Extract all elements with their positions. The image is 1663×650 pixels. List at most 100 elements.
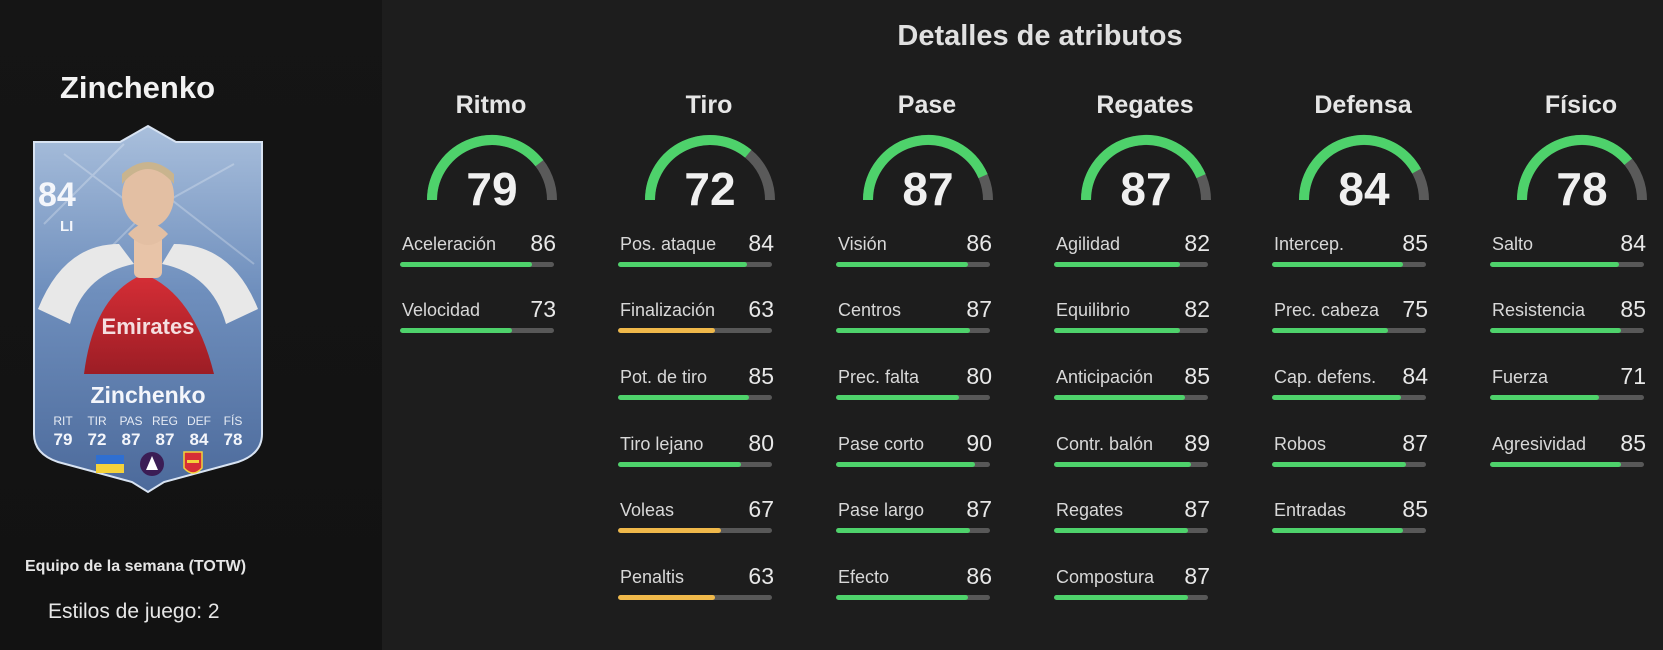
attribute-label: Visión [838, 234, 887, 254]
attribute-bar-fill [618, 595, 716, 600]
gauge-fill [1081, 134, 1206, 201]
attribute-value: 86 [530, 230, 556, 256]
attribute-bar-track [1490, 328, 1644, 333]
attribute-bar-track [836, 262, 990, 267]
attribute-value: 67 [748, 496, 774, 522]
gauge-fill [645, 135, 752, 201]
attribute-bar-track [1490, 395, 1644, 400]
card-background: Emirates [33, 124, 263, 494]
attribute-bar-fill [1490, 262, 1620, 267]
attribute-label: Aceleración [402, 234, 497, 254]
attribute-bar-track [836, 395, 990, 400]
attribute-row: Anticipación 85 [1054, 363, 1214, 400]
attribute-label: Velocidad [402, 300, 481, 320]
attribute-value: 85 [748, 363, 774, 389]
category-title: Ritmo [455, 91, 527, 119]
attribute-label: Efecto [838, 567, 890, 587]
attribute-row: Prec. cabeza 75 [1272, 296, 1432, 333]
card-stat-value: 78 [223, 430, 243, 449]
attribute-value: 85 [1620, 296, 1646, 322]
attribute-bar-fill [1054, 462, 1192, 467]
playstyles-count[interactable]: Estilos de juego: 2 [48, 600, 220, 623]
attribute-value: 84 [748, 230, 774, 256]
attribute-row: Resistencia 85 [1490, 296, 1650, 333]
attribute-row: Robos 87 [1272, 430, 1432, 467]
svg-text:Emirates: Emirates [102, 314, 195, 339]
attribute-bar-track [1272, 262, 1426, 267]
attribute-row: Pot. de tiro 85 [618, 363, 778, 400]
gauge-fill [427, 135, 544, 201]
attribute-bar-track [618, 595, 772, 600]
attribute-bar-fill [400, 328, 513, 333]
category-gauge [427, 135, 557, 201]
attribute-label: Pase corto [838, 434, 925, 454]
attribute-value: 87 [1184, 563, 1210, 589]
attribute-value: 86 [966, 563, 992, 589]
player-card[interactable]: Emirates 84 LI Zinchenko RIT TIR PAS REG… [24, 124, 272, 494]
category-title: Defensa [1314, 91, 1412, 119]
attribute-bar-track [1490, 262, 1644, 267]
attribute-row: Salto 84 [1490, 230, 1650, 267]
attribute-row: Intercep. 85 [1272, 230, 1432, 267]
attribute-label: Intercep. [1274, 234, 1345, 254]
attribute-row: Regates 87 [1054, 496, 1214, 533]
attribute-bar-track [1272, 462, 1426, 467]
attribute-value: 85 [1184, 363, 1210, 389]
card-player-name: Zinchenko [90, 382, 206, 408]
attribute-bar-fill [618, 395, 749, 400]
attribute-row: Compostura 87 [1054, 563, 1214, 600]
card-stat-label: FÍS [223, 414, 243, 428]
attribute-label: Prec. cabeza [1274, 300, 1380, 320]
attribute-value: 82 [1184, 296, 1210, 322]
attribute-bar-fill [836, 462, 975, 467]
attribute-bar-fill [1490, 462, 1621, 467]
attribute-bar-track [836, 528, 990, 533]
attribute-value: 86 [966, 230, 992, 256]
category-value: 72 [684, 163, 736, 215]
attribute-bar-fill [1272, 528, 1403, 533]
attribute-value: 87 [966, 296, 992, 322]
attribute-value: 71 [1620, 363, 1646, 389]
attribute-bar-fill [618, 528, 722, 533]
attribute-label: Agilidad [1056, 234, 1121, 254]
attribute-bar-fill [1054, 595, 1188, 600]
attribute-bar-fill [836, 328, 970, 333]
attribute-bar-fill [1272, 395, 1402, 400]
card-stat-value: 84 [189, 430, 209, 449]
attribute-value: 87 [1402, 430, 1428, 456]
category-value: 84 [1338, 163, 1390, 215]
card-stat-label: TIR [87, 414, 107, 428]
attribute-bar-track [1054, 528, 1208, 533]
attribute-bar-track [618, 462, 772, 467]
attribute-label: Resistencia [1492, 300, 1586, 320]
attribute-bar-track [400, 328, 554, 333]
attribute-bar-track [1272, 328, 1426, 333]
player-panel: Zinchenko [0, 0, 382, 650]
category-title: Regates [1096, 91, 1194, 119]
attribute-row: Velocidad 73 [400, 296, 560, 333]
attribute-row: Penaltis 63 [618, 563, 778, 600]
attribute-label: Pos. ataque [620, 234, 717, 254]
team-of-the-week-label: Equipo de la semana (TOTW) [25, 558, 247, 575]
attribute-label: Compostura [1056, 567, 1155, 587]
category-title: Pase [897, 91, 957, 119]
attribute-bar-fill [836, 528, 970, 533]
attribute-bar-fill [1490, 328, 1621, 333]
attribute-label: Finalización [620, 300, 716, 320]
attribute-bar-fill [836, 395, 960, 400]
attribute-bar-track [1490, 462, 1644, 467]
attribute-bar-track [1272, 528, 1426, 533]
attribute-row: Agilidad 82 [1054, 230, 1214, 267]
card-rating: 84 [38, 176, 76, 214]
attribute-row: Centros 87 [836, 296, 996, 333]
card-stat-value: 87 [121, 430, 141, 449]
attribute-row: Pos. ataque 84 [618, 230, 778, 267]
attribute-row: Voleas 67 [618, 496, 778, 533]
attribute-value: 80 [748, 430, 774, 456]
attribute-row: Cap. defens. 84 [1272, 363, 1432, 400]
category-value: 78 [1556, 163, 1608, 215]
attribute-label: Equilibrio [1056, 300, 1131, 320]
attribute-label: Contr. balón [1056, 434, 1154, 454]
attribute-value: 87 [1184, 496, 1210, 522]
attribute-bar-track [836, 328, 990, 333]
